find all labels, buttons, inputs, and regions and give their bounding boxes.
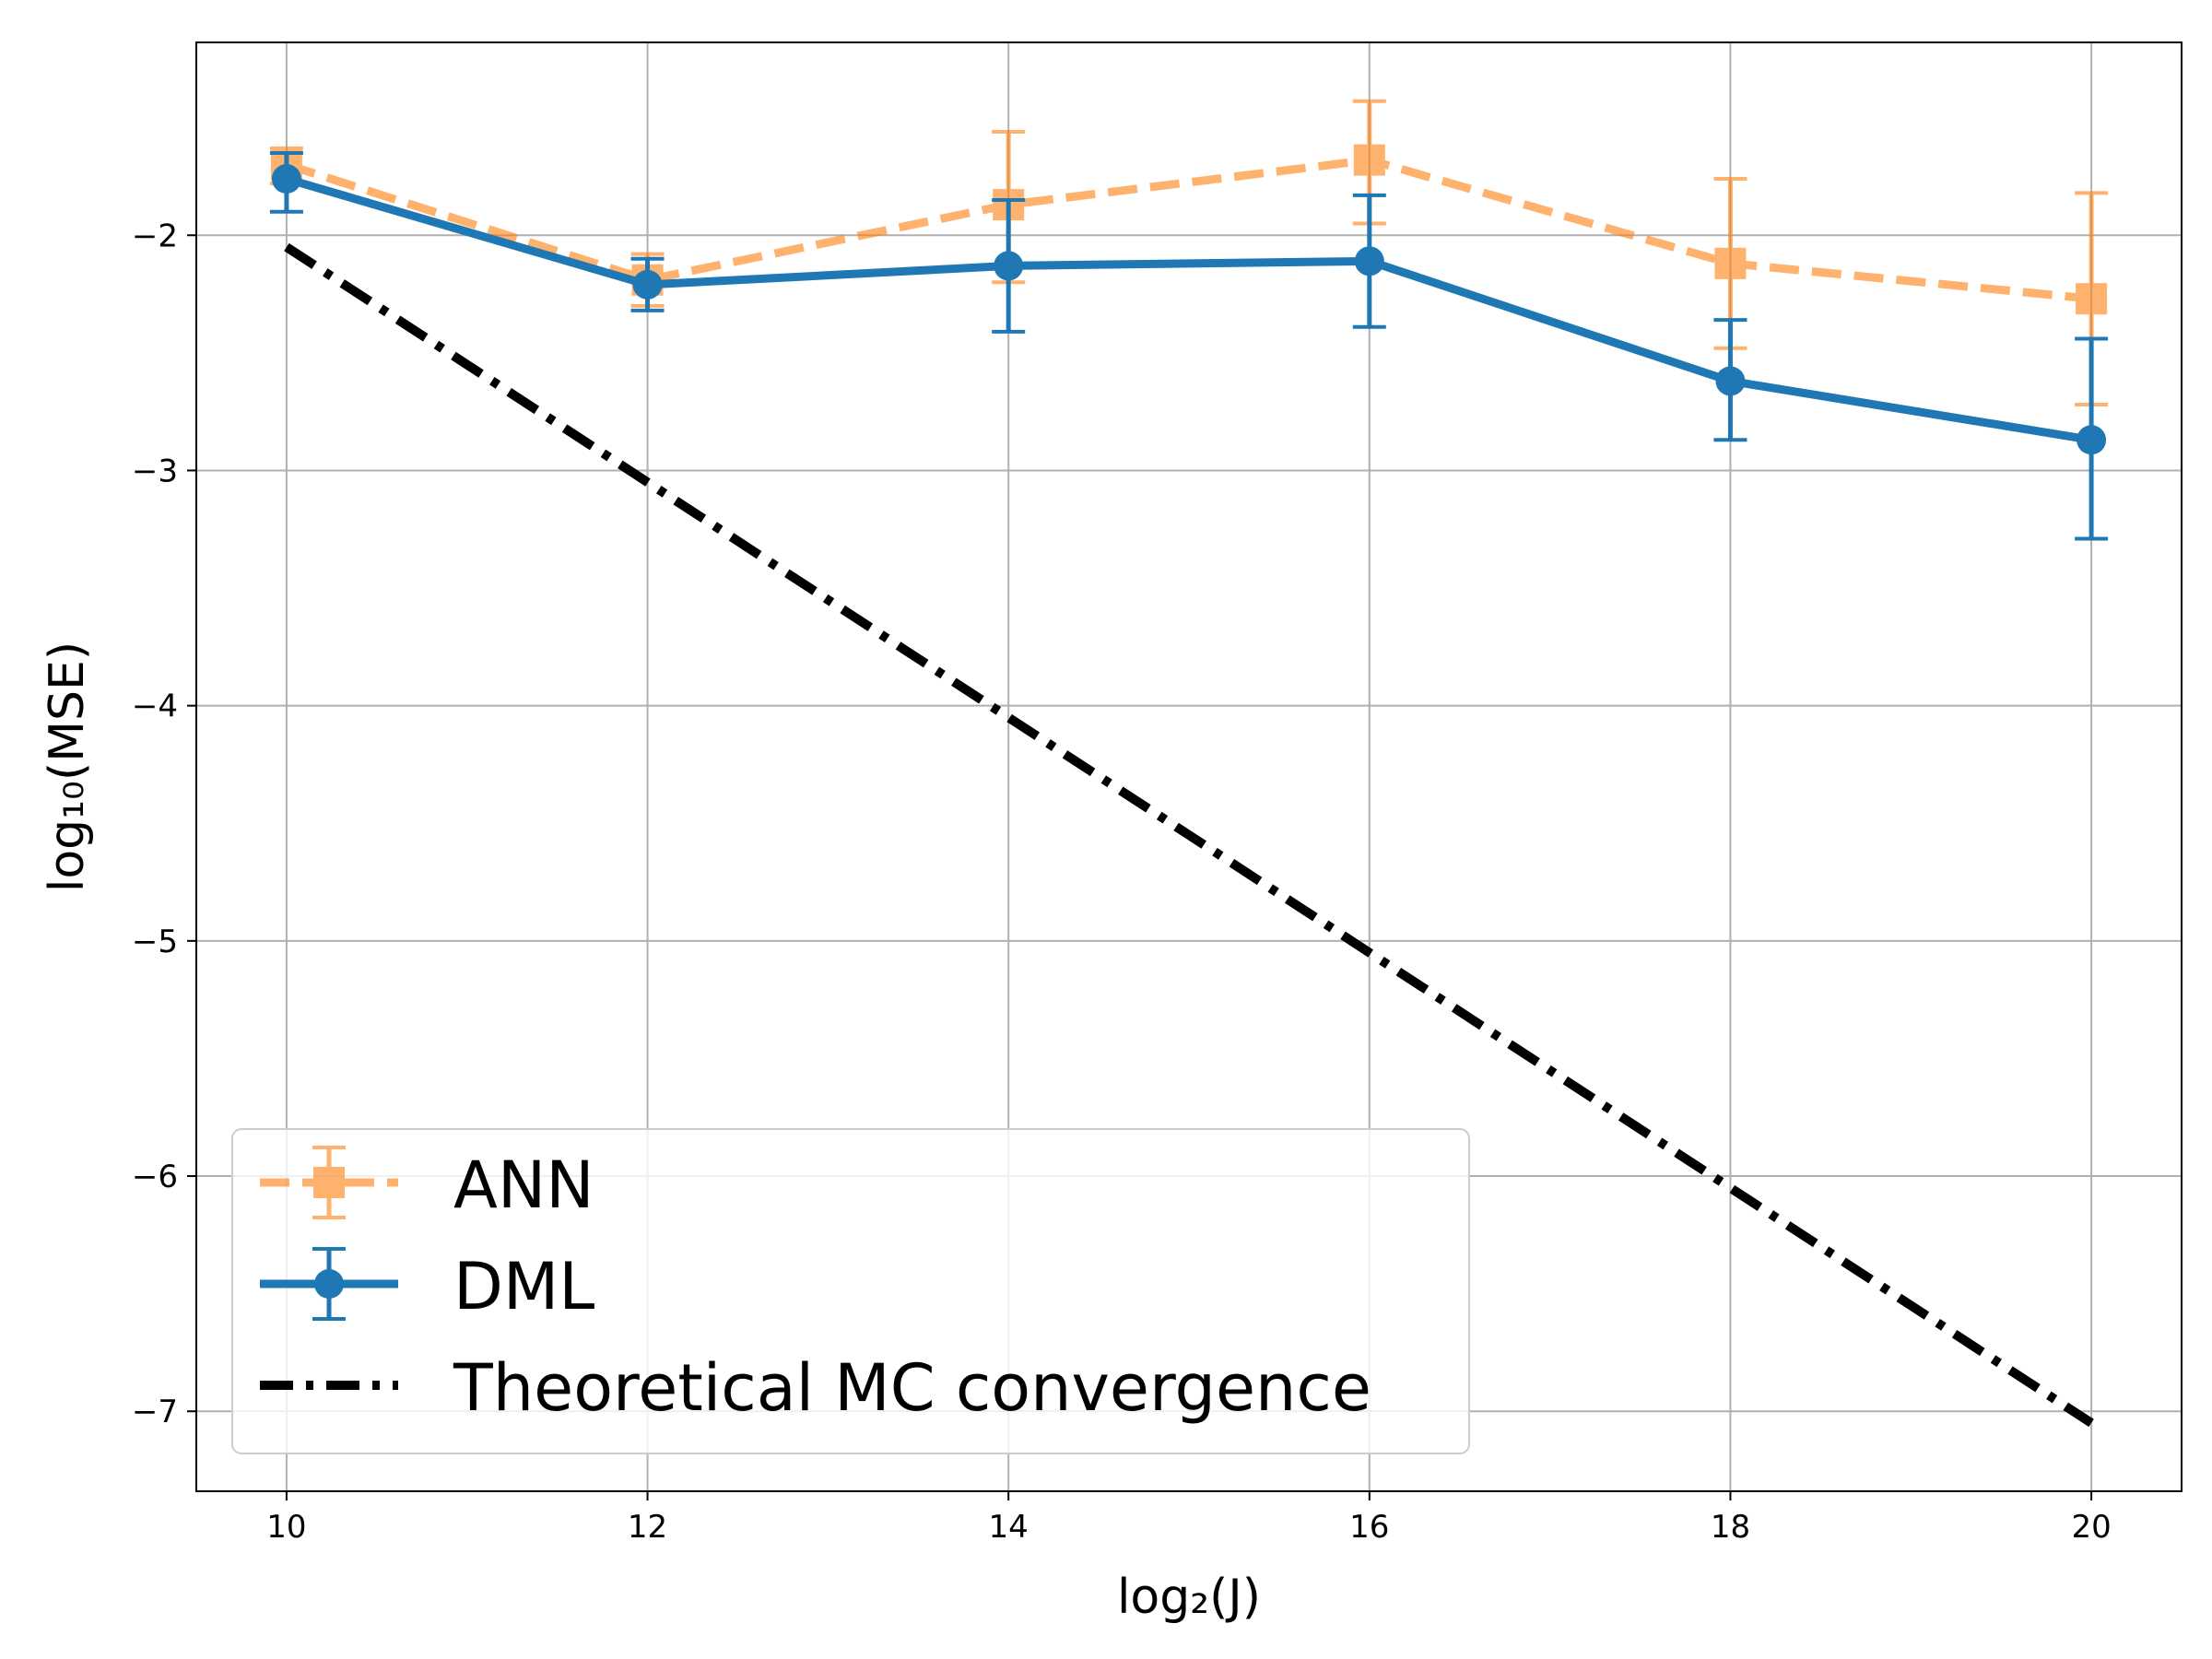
x-tick-label: 18 [1711,1509,1750,1546]
series-line [285,156,2092,303]
legend-label-theoretical: Theoretical MC convergence [453,1350,1371,1426]
data-point [994,251,1024,281]
legend-frame [231,1128,1470,1454]
legend-marker [314,1269,344,1299]
series-layer [269,99,2109,1428]
data-point [1714,247,1747,279]
y-tick-label: −6 [132,1159,178,1195]
y-tick-label: −4 [132,688,178,725]
data-point [2076,283,2108,315]
y-tick-label: −5 [132,924,178,960]
series-dml [269,150,2109,541]
data-point [271,164,301,194]
x-tick-label: 10 [266,1509,306,1546]
y-tick-label: −7 [132,1394,178,1430]
series-line [285,174,2092,444]
legend-swatch-ann [260,1146,398,1219]
x-tick-label: 16 [1349,1509,1389,1546]
data-point [1715,366,1746,396]
x-tick-label: 14 [989,1509,1029,1546]
series-theoretical-mc-convergence [284,242,2094,1428]
legend-label-dml: DML [453,1249,594,1324]
data-point [1353,144,1385,176]
x-axis-label: log₂(J) [1117,1570,1261,1625]
legend-label-ann: ANN [453,1147,594,1223]
legend-swatch-dml [260,1247,398,1321]
data-point [632,269,663,300]
legend-swatches [260,1146,398,1390]
ticks: 10 12 14 16 18 20 −7 −6 −5 −4 −3 −2 [132,218,2112,1546]
plot-frame [195,41,2183,1492]
y-axis-label: log₁₀(MSE) [40,641,95,892]
x-tick-label: 12 [628,1509,667,1546]
legend: ANN DML Theoretical MC convergence [231,1128,1470,1454]
data-point [1354,246,1384,276]
series-line [284,242,2094,1428]
x-tick-label: 20 [2071,1509,2111,1546]
y-tick-label: −3 [132,453,178,489]
data-point [2077,425,2107,455]
y-tick-label: −2 [132,218,178,254]
legend-marker [313,1167,345,1198]
